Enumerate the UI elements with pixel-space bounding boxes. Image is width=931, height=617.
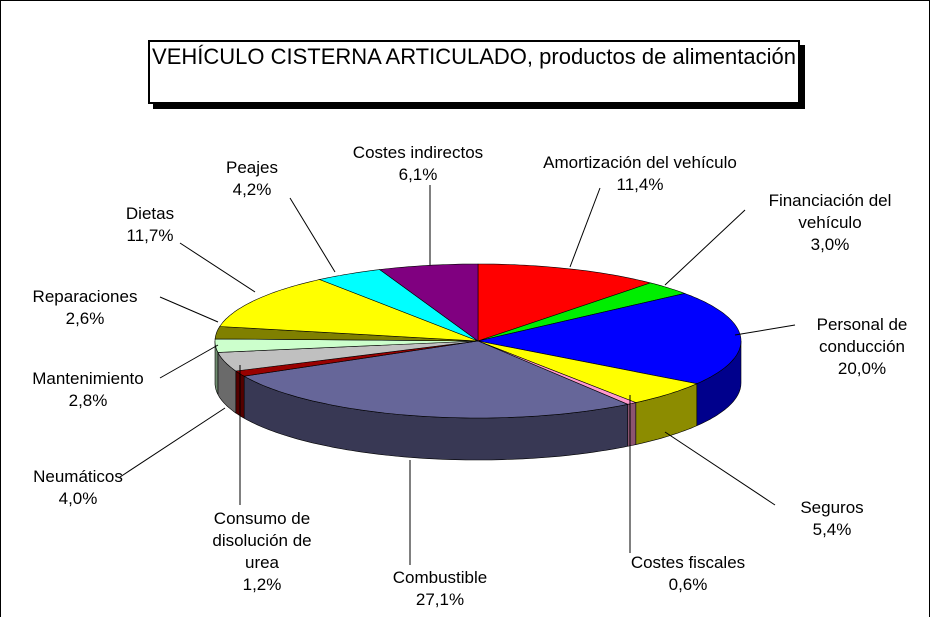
slice bbox=[477, 282, 686, 342]
data-label: Neumáticos 4,0% bbox=[13, 466, 143, 510]
slice bbox=[214, 338, 479, 353]
data-label: Mantenimiento 2,8% bbox=[8, 368, 168, 412]
category-label: Costes indirectos bbox=[352, 143, 484, 162]
value-label: 3,0% bbox=[810, 235, 850, 254]
leader-line bbox=[664, 431, 776, 506]
leader-line bbox=[289, 197, 336, 273]
value-label: 27,1% bbox=[415, 590, 465, 609]
data-label: Peajes 4,2% bbox=[202, 157, 302, 201]
leader-line bbox=[159, 344, 219, 379]
slice-wall bbox=[627, 402, 637, 447]
leader-line bbox=[569, 187, 601, 268]
category-label: Financiación del vehículo bbox=[768, 191, 892, 232]
category-label: Seguros bbox=[800, 498, 864, 517]
value-label: 11,7% bbox=[126, 226, 174, 245]
leader-line bbox=[159, 296, 219, 323]
tops bbox=[214, 263, 742, 419]
slice bbox=[217, 340, 479, 372]
value-label: 0,6% bbox=[668, 575, 708, 594]
value-label: 2,8% bbox=[68, 391, 108, 410]
leader-line bbox=[734, 324, 796, 336]
chart-title: VEHÍCULO CISTERNA ARTICULADO, productos … bbox=[148, 40, 800, 104]
slice bbox=[477, 293, 742, 385]
category-label: Neumáticos bbox=[33, 467, 123, 486]
walls bbox=[214, 340, 742, 461]
category-label: Mantenimiento bbox=[32, 369, 144, 388]
value-label: 2,6% bbox=[65, 309, 105, 328]
category-label: Dietas bbox=[125, 204, 175, 223]
data-label: Combustible 27,1% bbox=[365, 567, 515, 611]
value-label: 20,0% bbox=[837, 359, 887, 378]
slice bbox=[477, 340, 698, 403]
value-label: 5,4% bbox=[812, 520, 852, 539]
data-label: Amortización del vehículo 11,4% bbox=[540, 152, 740, 196]
value-label: 4,0% bbox=[58, 489, 98, 508]
slice bbox=[477, 263, 652, 342]
slice bbox=[318, 269, 479, 342]
data-label: Costes fiscales 0,6% bbox=[613, 552, 763, 596]
category-label: Consumo de disolución de urea bbox=[212, 509, 312, 572]
data-label: Seguros 5,4% bbox=[777, 497, 887, 541]
data-label: Dietas 11,7% bbox=[95, 203, 205, 247]
value-label: 6,1% bbox=[398, 165, 438, 184]
value-label: 4,2% bbox=[232, 180, 272, 199]
slice bbox=[219, 279, 479, 342]
category-label: Amortización del vehículo bbox=[543, 153, 737, 172]
leader-line bbox=[664, 209, 746, 286]
data-label: Consumo de disolución de urea 1,2% bbox=[197, 508, 327, 596]
data-label: Personal de conducción 20,0% bbox=[787, 314, 931, 380]
data-label: Financiación del vehículo 3,0% bbox=[735, 190, 925, 256]
category-label: Reparaciones bbox=[32, 287, 138, 306]
category-label: Costes fiscales bbox=[630, 553, 746, 572]
category-label: Combustible bbox=[392, 568, 488, 587]
data-label: Costes indirectos 6,1% bbox=[323, 142, 513, 186]
leader-line bbox=[119, 407, 226, 478]
slice bbox=[243, 340, 629, 419]
value-label: 11,4% bbox=[616, 175, 664, 194]
value-label: 1,2% bbox=[242, 575, 282, 594]
data-label: Reparaciones 2,6% bbox=[5, 286, 165, 330]
leader-line bbox=[179, 242, 256, 293]
category-label: Personal de conducción bbox=[816, 315, 908, 356]
slice bbox=[378, 263, 479, 342]
category-label: Peajes bbox=[226, 158, 278, 177]
